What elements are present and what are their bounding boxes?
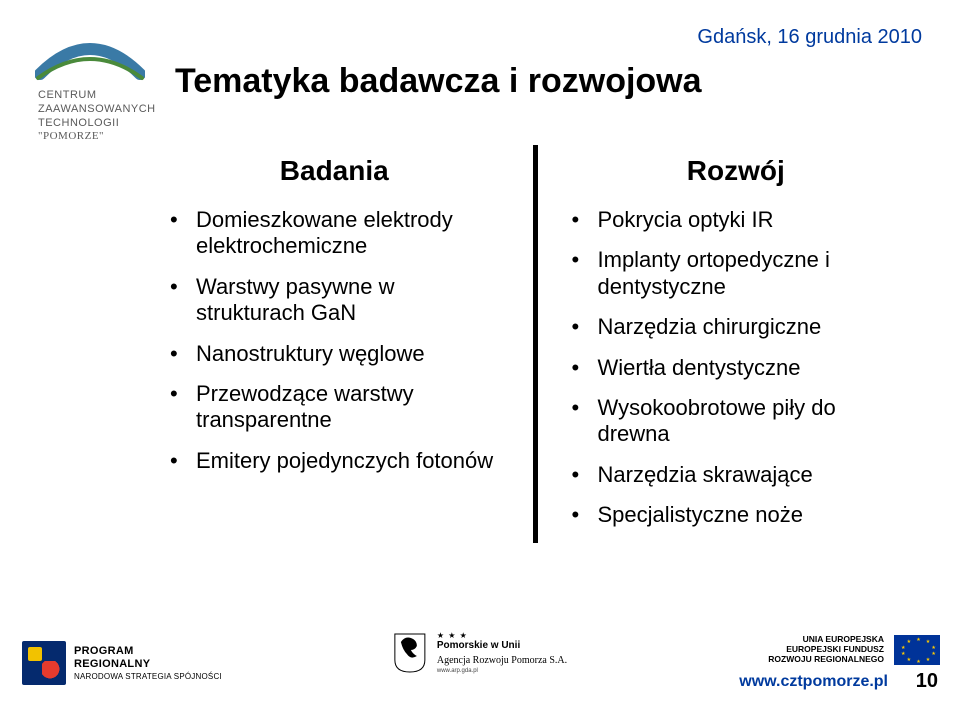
prog-title-1: PROGRAM xyxy=(74,645,134,657)
logo-line: TECHNOLOGII xyxy=(38,117,160,131)
pwun-mid: Agencja Rozwoju Pomorza S.A. xyxy=(437,655,567,666)
footer-url: www.cztpomorze.pl xyxy=(739,673,888,691)
header-date: Gdańsk, 16 grudnia 2010 xyxy=(697,26,922,49)
pwun-top: Pomorskie w Unii xyxy=(437,640,567,653)
list-item: Specjalistyczne noże xyxy=(572,502,901,528)
right-column-head: Rozwój xyxy=(572,155,901,187)
logo-text: CENTRUM ZAAWANSOWANYCH TECHNOLOGII "POMO… xyxy=(20,89,160,144)
list-item: Wysokoobrotowe piły do drewna xyxy=(572,395,901,448)
list-item: Wiertła dentystyczne xyxy=(572,355,901,381)
logo-arc-icon xyxy=(35,30,145,85)
pomorskie-w-unii-text: ★ ★ ★ Pomorskie w Unii Agencja Rozwoju P… xyxy=(437,632,567,675)
list-item: Warstwy pasywne w strukturach GaN xyxy=(170,274,499,327)
footer-right-eu: UNIA EUROPEJSKA EUROPEJSKI FUNDUSZ ROZWO… xyxy=(768,635,940,665)
eu-text: UNIA EUROPEJSKA EUROPEJSKI FUNDUSZ ROZWO… xyxy=(768,635,884,664)
list-item: Narzędzia skrawające xyxy=(572,462,901,488)
footer-center-logo: ★ ★ ★ Pomorskie w Unii Agencja Rozwoju P… xyxy=(393,632,567,675)
content-columns: Badania Domieszkowane elektrody elektroc… xyxy=(170,155,900,543)
list-item: Pokrycia optyki IR xyxy=(572,207,901,233)
list-item: Przewodzące warstwy transparentne xyxy=(170,381,499,434)
slide: CENTRUM ZAAWANSOWANYCH TECHNOLOGII "POMO… xyxy=(0,0,960,711)
logo-line: "POMORZE" xyxy=(38,130,160,144)
eu-line-3: ROZWOJU REGIONALNEGO xyxy=(768,655,884,665)
logo-line: CENTRUM xyxy=(38,89,160,103)
right-bullet-list: Pokrycia optyki IR Implanty ortopedyczne… xyxy=(572,207,901,529)
left-column-head: Badania xyxy=(170,155,499,187)
logo-line: ZAAWANSOWANYCH xyxy=(38,103,160,117)
program-regionalny-icon xyxy=(22,641,66,685)
page-title: Tematyka badawcza i rozwojowa xyxy=(175,62,702,101)
left-column: Badania Domieszkowane elektrody elektroc… xyxy=(170,155,533,543)
stars-icon: ★ ★ ★ xyxy=(437,632,567,641)
org-logo: CENTRUM ZAAWANSOWANYCH TECHNOLOGII "POMO… xyxy=(20,30,160,144)
footer: PROGRAM REGIONALNY NARODOWA STRATEGIA SP… xyxy=(0,601,960,711)
prog-title-2: REGIONALNY xyxy=(74,658,150,670)
list-item: Domieszkowane elektrody elektrochemiczne xyxy=(170,207,499,260)
program-regionalny-text: PROGRAM REGIONALNY NARODOWA STRATEGIA SP… xyxy=(74,645,222,680)
pwun-tiny: www.arp.gda.pl xyxy=(437,668,567,675)
prog-sub: NARODOWA STRATEGIA SPÓJNOŚCI xyxy=(74,672,222,681)
left-bullet-list: Domieszkowane elektrody elektrochemiczne… xyxy=(170,207,499,474)
griffin-icon xyxy=(393,632,427,674)
page-number: 10 xyxy=(916,670,938,693)
list-item: Nanostruktury węglowe xyxy=(170,341,499,367)
list-item: Narzędzia chirurgiczne xyxy=(572,314,901,340)
list-item: Implanty ortopedyczne i dentystyczne xyxy=(572,247,901,300)
footer-left-logo: PROGRAM REGIONALNY NARODOWA STRATEGIA SP… xyxy=(22,641,222,685)
eu-flag-icon: ★ ★ ★ ★ ★ ★ ★ ★ ★ ★ ★ xyxy=(894,635,940,665)
list-item: Emitery pojedynczych fotonów xyxy=(170,448,499,474)
right-column: Rozwój Pokrycia optyki IR Implanty ortop… xyxy=(538,155,901,543)
